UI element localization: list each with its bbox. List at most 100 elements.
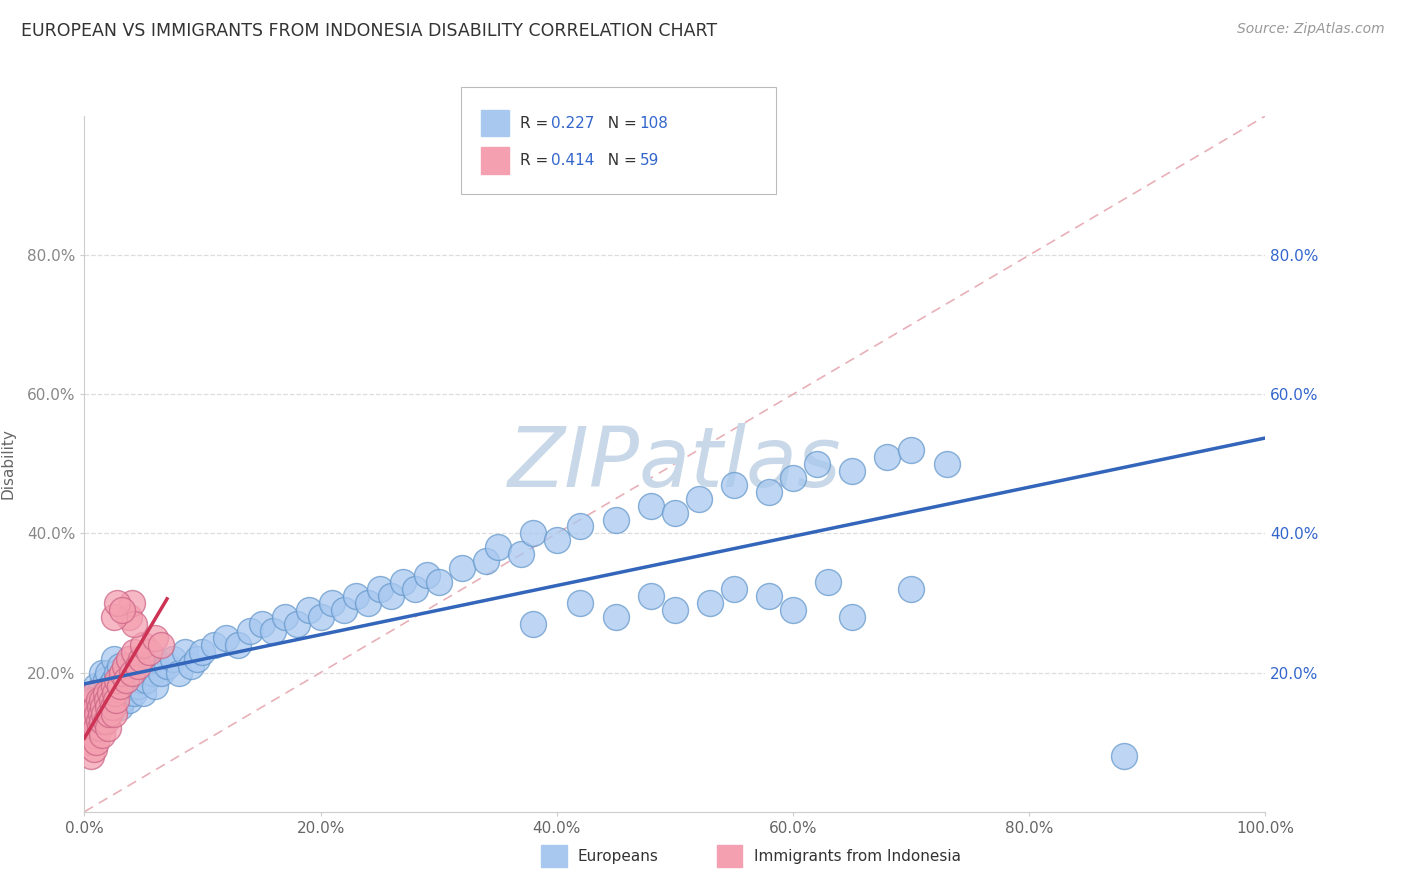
Point xyxy=(98,686,121,700)
Point xyxy=(900,582,922,596)
Text: EUROPEAN VS IMMIGRANTS FROM INDONESIA DISABILITY CORRELATION CHART: EUROPEAN VS IMMIGRANTS FROM INDONESIA DI… xyxy=(21,22,717,40)
Point xyxy=(121,680,143,694)
Point xyxy=(91,714,114,729)
Point xyxy=(114,673,136,687)
Point xyxy=(475,554,498,568)
Point xyxy=(723,582,745,596)
Point xyxy=(688,491,710,506)
Point xyxy=(127,658,149,673)
Point xyxy=(111,665,134,680)
Point xyxy=(723,477,745,491)
Point xyxy=(605,610,627,624)
Point xyxy=(121,665,143,680)
Text: R =: R = xyxy=(520,116,554,130)
Point xyxy=(321,596,343,610)
Point xyxy=(94,673,117,687)
Point xyxy=(108,680,131,694)
Point xyxy=(89,700,111,714)
Point xyxy=(91,728,114,742)
Point xyxy=(357,596,380,610)
Point xyxy=(806,457,828,471)
Y-axis label: Disability: Disability xyxy=(1,428,15,500)
Point xyxy=(118,693,141,707)
Point xyxy=(97,721,120,735)
Point xyxy=(91,700,114,714)
Point xyxy=(84,714,107,729)
Point xyxy=(132,638,155,652)
Point xyxy=(108,700,131,714)
Point xyxy=(94,693,117,707)
Point xyxy=(111,673,134,687)
Point xyxy=(782,603,804,617)
Point xyxy=(841,464,863,478)
Point xyxy=(103,651,125,665)
Point xyxy=(79,721,101,735)
Point xyxy=(150,665,173,680)
Point xyxy=(392,575,415,590)
Point xyxy=(173,645,195,659)
Point xyxy=(138,658,160,673)
Point xyxy=(142,665,165,680)
Point xyxy=(84,680,107,694)
Point xyxy=(758,484,780,499)
Text: N =: N = xyxy=(598,153,641,168)
Point xyxy=(114,665,136,680)
Point xyxy=(91,693,114,707)
Point xyxy=(108,680,131,694)
Point xyxy=(298,603,321,617)
Point xyxy=(664,506,686,520)
Point xyxy=(640,499,662,513)
Point xyxy=(84,700,107,714)
Point xyxy=(118,610,141,624)
Point xyxy=(96,693,118,707)
Text: 108: 108 xyxy=(640,116,669,130)
Point xyxy=(107,665,129,680)
Point xyxy=(103,610,125,624)
Text: 0.227: 0.227 xyxy=(551,116,595,130)
Point xyxy=(98,680,121,694)
Text: 0.414: 0.414 xyxy=(551,153,595,168)
Point xyxy=(127,658,149,673)
Point xyxy=(191,645,214,659)
Point xyxy=(94,714,117,729)
Point xyxy=(118,673,141,687)
Point xyxy=(107,686,129,700)
Point xyxy=(129,673,152,687)
Point xyxy=(935,457,957,471)
Point xyxy=(841,610,863,624)
Text: ZIPatlas: ZIPatlas xyxy=(508,424,842,504)
Point xyxy=(274,610,297,624)
Point xyxy=(900,442,922,457)
Point xyxy=(82,693,104,707)
Point xyxy=(91,665,114,680)
Point xyxy=(486,541,509,555)
Point xyxy=(79,714,101,729)
Point xyxy=(605,512,627,526)
Point xyxy=(309,610,332,624)
Point xyxy=(143,680,166,694)
Point xyxy=(97,686,120,700)
Point xyxy=(129,651,152,665)
Point xyxy=(84,714,107,729)
Text: Europeans: Europeans xyxy=(578,849,659,863)
Point xyxy=(104,686,127,700)
Point xyxy=(817,575,839,590)
Point xyxy=(451,561,474,575)
Point xyxy=(79,693,101,707)
Point xyxy=(87,714,110,729)
Point xyxy=(122,645,145,659)
Point xyxy=(1112,749,1135,764)
Point xyxy=(84,735,107,749)
Point xyxy=(167,665,190,680)
Point xyxy=(84,686,107,700)
Point xyxy=(97,700,120,714)
Point xyxy=(333,603,356,617)
Point xyxy=(97,707,120,722)
Point xyxy=(118,651,141,665)
Point xyxy=(522,526,544,541)
Point xyxy=(215,631,238,645)
Point xyxy=(83,707,105,722)
Point xyxy=(569,596,592,610)
Point xyxy=(98,707,121,722)
Point xyxy=(83,728,105,742)
